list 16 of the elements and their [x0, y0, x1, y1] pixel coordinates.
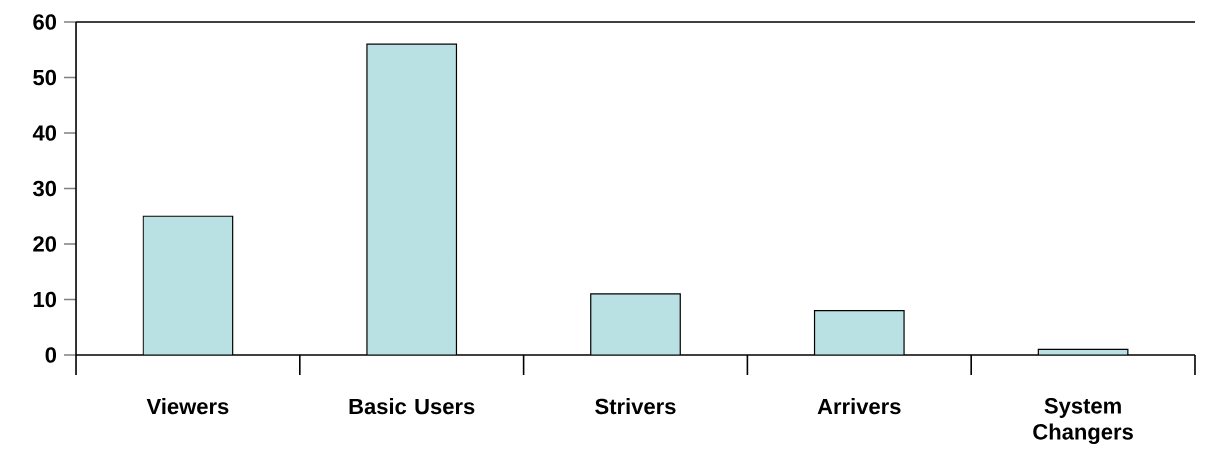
- y-tick-label: 40: [32, 125, 57, 141]
- x-tick-label: Viewers: [146, 398, 229, 415]
- y-tick-label: 10: [33, 291, 57, 308]
- bar: [142, 215, 234, 355]
- bar: [366, 43, 458, 355]
- y-tick-label: 60: [33, 14, 57, 30]
- y-tick-label: 0: [45, 347, 57, 363]
- y-tick-label: 30: [32, 180, 57, 197]
- y-tick-label: 20: [33, 236, 57, 252]
- x-tick-label: Basic Users: [349, 398, 475, 415]
- bar: [813, 309, 905, 355]
- x-tick-label: Arrivers: [817, 398, 901, 415]
- y-tick-label: 50: [33, 69, 57, 86]
- bar: [590, 293, 681, 355]
- x-tick-label: Strivers: [595, 398, 676, 415]
- x-tick-label: System Changers: [1033, 398, 1133, 445]
